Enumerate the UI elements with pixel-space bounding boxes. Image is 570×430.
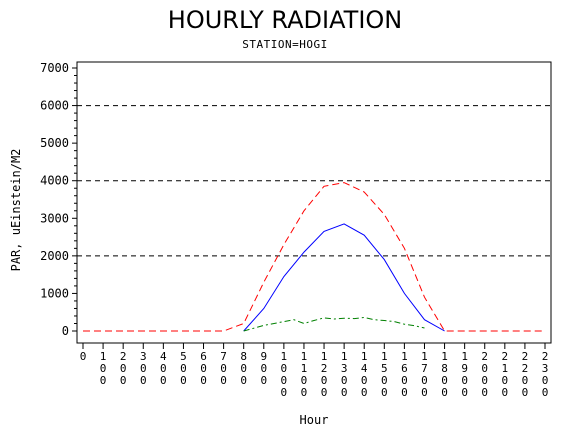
series-line-2	[243, 223, 445, 332]
x-tick-label: 0	[80, 350, 87, 363]
chart-title: HOURLY RADIATION	[167, 6, 403, 34]
y-tick-label: 3000	[40, 211, 69, 225]
series-line-3	[243, 316, 425, 332]
plot-frame	[76, 61, 552, 344]
y-tick-label: 2000	[40, 249, 69, 263]
y-tick-label: 5000	[40, 136, 69, 150]
chart-subtitle: STATION=HOGI	[242, 38, 328, 51]
x-axis-label: Hour	[300, 413, 329, 427]
y-tick-label: 0	[62, 324, 69, 338]
y-tick-label: 4000	[40, 174, 69, 188]
y-tick-label: 1000	[40, 286, 69, 300]
y-tick-label: 6000	[40, 99, 69, 113]
series-line-1	[83, 182, 545, 332]
y-tick-label: 7000	[40, 61, 69, 75]
y-axis-label: PAR, uEinstein/M2	[9, 149, 23, 272]
